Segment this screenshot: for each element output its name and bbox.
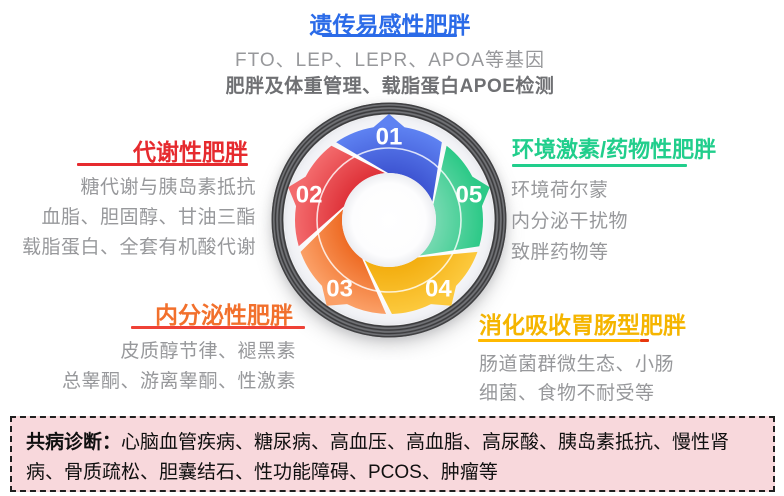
section-endocrine-line-2: 总睾酮、游离睾酮、性激素 [61, 371, 296, 392]
section-genetic-underline [322, 34, 457, 37]
ring-groove [274, 105, 504, 335]
section-genetic-line-1: FTO、LEP、LEPR、APOA等基因 [235, 50, 545, 71]
ring-groove [271, 102, 507, 338]
comorbidity-banner: 共病诊断：心脑血管疾病、糖尿病、高血压、高血脂、高尿酸、胰岛素抵抗、慢性肾病、骨… [10, 416, 775, 492]
section-digestive-line-1: 肠道菌群微生态、小肠 [479, 354, 675, 375]
section-metabolic-underline [77, 163, 248, 166]
wheel-segment-number-01: 01 [376, 124, 403, 151]
wheel-segment-number-02: 02 [296, 182, 323, 209]
wheel-segment-number-04: 04 [425, 276, 452, 303]
ring-groove [280, 111, 498, 329]
section-metabolic-line-1: 糖代谢与胰岛素抵抗 [80, 177, 256, 198]
ring-groove [273, 104, 505, 336]
section-endocrine-title: 内分泌性肥胖 [155, 302, 293, 328]
wheel-center-hole [342, 173, 436, 267]
ring-groove [276, 107, 502, 333]
section-environmental-line-3: 致胖药物等 [511, 242, 609, 263]
section-environmental-title: 环境激素/药物性肥胖 [512, 137, 717, 162]
comorbidity-banner-label: 共病诊断： [26, 432, 122, 453]
section-metabolic-title: 代谢性肥胖 [133, 139, 248, 165]
wheel-segment-04 [364, 251, 478, 314]
ring-groove [278, 109, 500, 331]
ring-groove [281, 112, 497, 328]
section-environmental-underline [512, 164, 687, 167]
wheel-segment-number-05: 05 [456, 182, 483, 209]
section-genetic-line-2: 肥胖及体重管理、载脂蛋白APOE检测 [225, 76, 555, 97]
section-digestive-underline-tip [640, 339, 649, 342]
section-metabolic-line-2: 血脂、胆固醇、甘油三酯 [41, 207, 256, 228]
wheel-segment-number-03: 03 [326, 276, 353, 303]
wheel-divider-arc [316, 147, 462, 293]
section-metabolic-line-3: 载脂蛋白、全套有机酸代谢 [21, 237, 256, 258]
section-endocrine-line-1: 皮质醇节律、褪黑素 [120, 341, 296, 362]
wheel-segment-02 [288, 145, 386, 247]
wheel-segment-01 [336, 114, 442, 202]
obesity-wheel-diagram: 01 05 04 03 02 [271, 102, 507, 347]
section-digestive-line-2: 细菌、食物不耐受等 [479, 383, 655, 404]
section-digestive-title: 消化吸收胃肠型肥胖 [479, 312, 686, 338]
section-endocrine-underline [131, 326, 305, 329]
section-digestive-underline [478, 339, 640, 342]
section-environmental-line-2: 内分泌干扰物 [511, 211, 629, 232]
comorbidity-banner-text: 心脑血管疾病、糖尿病、高血压、高血脂、高尿酸、胰岛素抵抗、慢性肾病、骨质疏松、胆… [26, 432, 730, 483]
section-genetic-title: 遗传易感性肥胖 [309, 12, 471, 38]
wheel-segment-05 [419, 145, 490, 256]
section-environmental-line-1: 环境荷尔蒙 [511, 180, 609, 201]
